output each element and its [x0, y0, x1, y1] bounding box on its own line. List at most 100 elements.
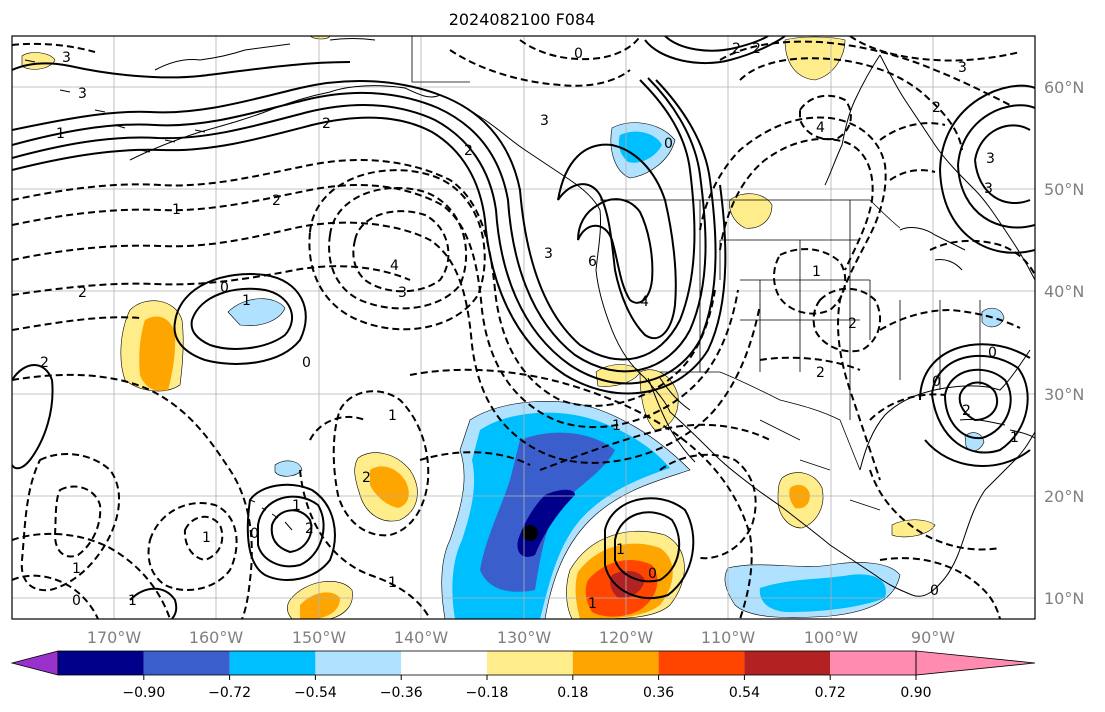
colorbar-segment [401, 651, 487, 675]
contour-label: 1 [72, 561, 81, 577]
contour-label: 0 [664, 136, 673, 152]
lon-tick-label: 170°W [87, 628, 142, 647]
us-mexico-border [660, 371, 861, 471]
aleutian-islands [24, 59, 206, 153]
negative-contour [799, 94, 852, 140]
negative-anomaly-light [274, 460, 303, 477]
negative-anomaly-mid [759, 574, 886, 612]
contour-label: 2 [464, 143, 473, 159]
lat-tick-label: 30°N [1044, 385, 1084, 404]
contour-label: 3 [984, 181, 993, 197]
contour-label: 2 [962, 403, 971, 419]
contour-label: 1 [1010, 430, 1019, 446]
contour-label: 3 [62, 50, 71, 66]
positive-contour [577, 198, 654, 304]
negative-anomaly-light [227, 298, 286, 326]
map-title: 2024082100 F084 [449, 10, 596, 29]
negative-contour [879, 557, 1001, 619]
negative-contour [183, 515, 224, 562]
contour-label: 6 [588, 254, 597, 270]
positive-contour [12, 116, 727, 395]
positive-contour [919, 343, 1031, 467]
negative-contour [719, 40, 1011, 106]
positive-contour [129, 587, 178, 619]
positive-contour [270, 509, 313, 554]
positive-contour [974, 124, 1031, 205]
contour-label: 3 [958, 60, 967, 76]
great-lakes [899, 227, 966, 271]
lon-tick-label: 160°W [189, 628, 244, 647]
lat-tick-label: 60°N [1044, 78, 1084, 97]
positive-contour [257, 495, 325, 568]
contour-label: 1 [616, 542, 625, 558]
lat-tick-label: 10°N [1044, 589, 1084, 608]
positive-contour [943, 368, 1012, 440]
lon-tick-label: 130°W [497, 628, 552, 647]
negative-contour [299, 415, 431, 619]
map-area: 3 0 2 2 3 1 2 3 0 2 1 2 4 3 2 3 6 4 0 1 [11, 35, 1036, 620]
lon-tick-label: 150°W [292, 628, 347, 647]
colorbar-tick-labels: −0.90 −0.72 −0.54 −0.36 −0.18 0.18 0.36 … [122, 685, 931, 701]
contour-label: 0 [220, 280, 229, 296]
positive-contour [12, 79, 717, 385]
positive-contour [173, 273, 307, 365]
negative-contour [12, 532, 171, 619]
negative-contour [12, 574, 99, 619]
hudson-bay-coast [824, 54, 881, 186]
contour-label: 1 [242, 293, 251, 309]
negative-contour [12, 159, 716, 407]
contour-label: 2 [752, 41, 761, 57]
negative-contour [409, 368, 753, 619]
negative-contour [812, 287, 882, 353]
us-state-lines [699, 200, 981, 420]
negative-contour [12, 265, 411, 331]
anomaly-shading [21, 36, 1005, 619]
contour-label: 2 [322, 116, 331, 132]
contour-label: 1 [202, 530, 211, 546]
contour-label: 1 [292, 498, 301, 514]
colorbar-extend-high [915, 650, 1036, 676]
positive-contour [604, 497, 695, 600]
negative-contour [12, 373, 253, 619]
contour-label: 2 [362, 470, 371, 486]
contour-label: 1 [388, 408, 397, 424]
colorbar-tick-label: −0.18 [466, 685, 509, 701]
colorbar-tick-label: −0.36 [380, 685, 423, 701]
negative-contour [352, 210, 450, 293]
colorbar-ticks [143, 675, 917, 680]
colorbar-segment [487, 651, 573, 675]
contour-label: 0 [648, 566, 657, 582]
negative-contour [332, 390, 430, 537]
colorbar: −0.90 −0.72 −0.54 −0.36 −0.18 0.18 0.36 … [10, 650, 1036, 701]
colorbar-segment [58, 651, 144, 675]
positive-contour [958, 381, 998, 422]
positive-anomaly-mid [300, 592, 340, 619]
colorbar-segment [229, 651, 316, 675]
positive-anomaly-core [610, 570, 645, 599]
positive-contour [664, 36, 769, 52]
positive-contour [939, 84, 1035, 254]
contour-label: 0 [930, 583, 939, 599]
contour-label: 3 [986, 151, 995, 167]
negative-contour [869, 393, 1001, 551]
colorbar-segment [830, 651, 916, 675]
negative-contour [20, 453, 121, 592]
east-coast [879, 54, 1035, 281]
contour-label: 0 [72, 593, 81, 609]
lat-tick-label: 20°N [1044, 487, 1084, 506]
negative-contour [308, 169, 486, 331]
contour-label: 2 [732, 41, 741, 57]
colorbar-tick-label: 0.72 [815, 685, 846, 701]
negative-contour [879, 122, 946, 181]
contour-label: 4 [816, 120, 825, 136]
negative-contour [759, 308, 1021, 371]
positive-anomaly-mid [370, 466, 409, 508]
colorbar-tick-label: 0.90 [900, 685, 931, 701]
baja-california [647, 377, 696, 463]
contour-label: 2 [305, 521, 314, 537]
contour-label: 0 [302, 355, 311, 371]
graticule [12, 36, 1035, 619]
negative-contour [519, 36, 641, 61]
negative-contour [147, 502, 238, 591]
contour-label: 3 [544, 246, 553, 262]
